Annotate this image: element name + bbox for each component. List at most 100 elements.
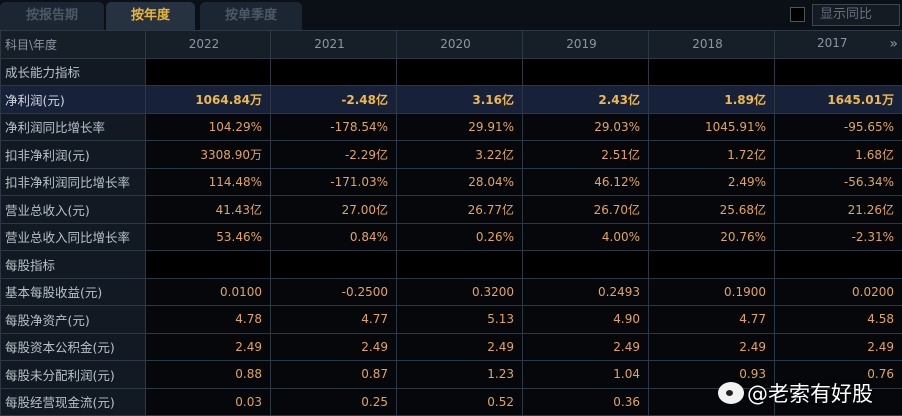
cell-value: 4.77 bbox=[649, 306, 775, 334]
cell-value: 28.04% bbox=[397, 168, 523, 196]
year-label: 2019 bbox=[566, 37, 597, 51]
year-label: 2021 bbox=[314, 37, 345, 51]
cell-value: 4.00% bbox=[523, 223, 649, 251]
year-header[interactable]: 2019 bbox=[523, 31, 649, 59]
cell-value: 1064.84万 bbox=[146, 86, 271, 114]
year-header[interactable]: 2018 bbox=[649, 31, 775, 59]
year-label: 2018 bbox=[692, 37, 723, 51]
row-label: 营业总收入同比增长率 bbox=[1, 223, 146, 251]
cell-value: 2.49 bbox=[271, 333, 397, 361]
year-label: 2022 bbox=[189, 37, 220, 51]
cell-value: 3308.90万 bbox=[146, 141, 271, 169]
cell-value: 3.22亿 bbox=[397, 141, 523, 169]
cell-value: 2.49 bbox=[397, 333, 523, 361]
year-label: 2017 bbox=[817, 36, 848, 50]
year-header[interactable]: 2017 » bbox=[775, 31, 902, 59]
cell-value bbox=[523, 58, 649, 86]
cell-value: 1645.01万 bbox=[775, 86, 902, 114]
weibo-icon bbox=[718, 382, 744, 404]
cell-value: 0.84% bbox=[271, 223, 397, 251]
cell-value: 104.29% bbox=[146, 113, 271, 141]
cell-value: 0.1900 bbox=[649, 278, 775, 306]
financial-table: 科目\年度 2022 2021 2020 2019 2018 2017 » 成长能力指标净利润(… bbox=[0, 30, 902, 416]
cell-value: -0.2500 bbox=[271, 278, 397, 306]
cell-value: -2.31% bbox=[775, 223, 902, 251]
cell-value: 2.49 bbox=[649, 333, 775, 361]
tab-by-year[interactable]: 按年度 bbox=[106, 2, 195, 30]
cell-value: 4.90 bbox=[523, 306, 649, 334]
cell-value: -2.29亿 bbox=[271, 141, 397, 169]
show-yoy-button[interactable]: 显示同比 bbox=[812, 4, 900, 26]
cell-value: 29.03% bbox=[523, 113, 649, 141]
double-chevron-right-icon[interactable]: » bbox=[889, 36, 898, 52]
cell-value: 53.46% bbox=[146, 223, 271, 251]
cell-value: 114.48% bbox=[146, 168, 271, 196]
header-row: 科目\年度 2022 2021 2020 2019 2018 2017 » bbox=[1, 31, 902, 59]
watermark: @老索有好股 bbox=[718, 378, 873, 408]
row-label: 扣非净利润(元) bbox=[1, 141, 146, 169]
cell-value: 0.25 bbox=[271, 388, 397, 416]
cell-value: 20.76% bbox=[649, 223, 775, 251]
cell-value: 0.88 bbox=[146, 361, 271, 389]
cell-value: 27.00亿 bbox=[271, 196, 397, 224]
cell-value bbox=[649, 58, 775, 86]
cell-value: 0.87 bbox=[271, 361, 397, 389]
cell-value: 4.77 bbox=[271, 306, 397, 334]
cell-value: 2.49 bbox=[146, 333, 271, 361]
cell-value: 0.0100 bbox=[146, 278, 271, 306]
cell-value: 1.72亿 bbox=[649, 141, 775, 169]
row-label: 净利润(元) bbox=[1, 86, 146, 114]
cell-value: 41.43亿 bbox=[146, 196, 271, 224]
cell-value bbox=[775, 58, 902, 86]
cell-value: 4.58 bbox=[775, 306, 902, 334]
tab-by-report-period[interactable]: 按报告期 bbox=[0, 2, 104, 30]
watermark-text: @老索有好股 bbox=[747, 378, 873, 408]
row-label: 扣非净利润同比增长率 bbox=[1, 168, 146, 196]
row-label: 每股经营现金流(元) bbox=[1, 388, 146, 416]
row-label: 营业总收入(元) bbox=[1, 196, 146, 224]
cell-value: 0.03 bbox=[146, 388, 271, 416]
cell-value bbox=[649, 251, 775, 279]
cell-value: 1.04 bbox=[523, 361, 649, 389]
cell-value: 2.49% bbox=[649, 168, 775, 196]
year-header[interactable]: 2021 bbox=[271, 31, 397, 59]
cell-value: 21.26亿 bbox=[775, 196, 902, 224]
cell-value: 0.0200 bbox=[775, 278, 902, 306]
row-label: 每股净资产(元) bbox=[1, 306, 146, 334]
row-label: 净利润同比增长率 bbox=[1, 113, 146, 141]
cell-value bbox=[775, 251, 902, 279]
year-label: 2020 bbox=[440, 37, 471, 51]
cell-value: 2.43亿 bbox=[523, 86, 649, 114]
cell-value: 1.68亿 bbox=[775, 141, 902, 169]
year-header[interactable]: 2022 bbox=[146, 31, 271, 59]
year-header[interactable]: 2020 bbox=[397, 31, 523, 59]
cell-value bbox=[271, 251, 397, 279]
tab-by-quarter[interactable]: 按单季度 bbox=[200, 2, 302, 30]
row-label: 每股资本公积金(元) bbox=[1, 333, 146, 361]
section-row[interactable]: 成长能力指标 bbox=[1, 58, 902, 86]
show-yoy-checkbox[interactable] bbox=[790, 7, 805, 22]
cell-value: -2.48亿 bbox=[271, 86, 397, 114]
cell-value: 1.89亿 bbox=[649, 86, 775, 114]
cell-value: 1045.91% bbox=[649, 113, 775, 141]
cell-value bbox=[146, 58, 271, 86]
cell-value bbox=[146, 251, 271, 279]
cell-value: 0.2493 bbox=[523, 278, 649, 306]
row-label: 每股指标 bbox=[1, 251, 146, 279]
top-bar: 按报告期 按年度 按单季度 显示同比 bbox=[0, 0, 902, 30]
header-label: 科目\年度 bbox=[1, 31, 146, 59]
cell-value: 4.78 bbox=[146, 306, 271, 334]
section-row[interactable]: 每股指标 bbox=[1, 251, 902, 279]
cell-value: 29.91% bbox=[397, 113, 523, 141]
cell-value: 0.52 bbox=[397, 388, 523, 416]
cell-value bbox=[271, 58, 397, 86]
